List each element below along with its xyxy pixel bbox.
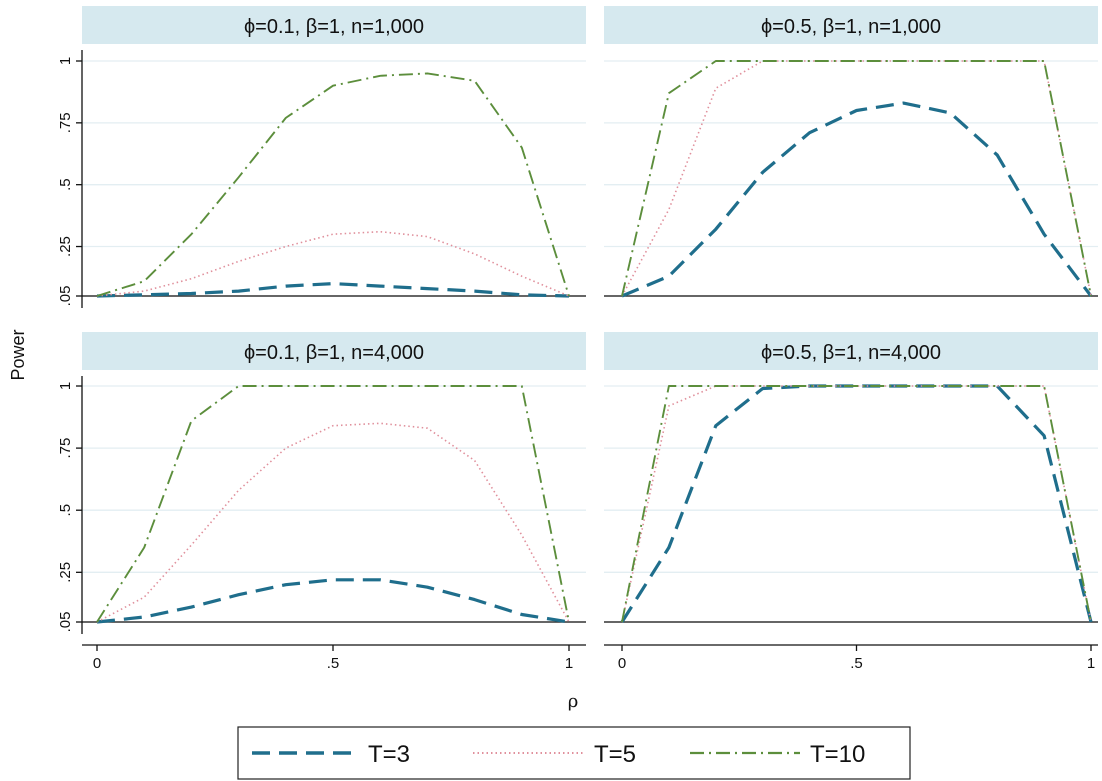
series-line-t5 <box>96 230 570 297</box>
y-tick-label: .25 <box>57 236 74 257</box>
panel-header <box>82 332 586 370</box>
y-tick-label: 1 <box>57 57 74 65</box>
legend: T=3 T=5 T=10 <box>237 726 911 780</box>
x-tick-label: 0 <box>618 655 626 672</box>
y-tick-label: .75 <box>57 112 74 133</box>
panel-title: ϕ=0.5, β=1, n=4,000 <box>761 342 941 364</box>
series-line-t5 <box>621 60 1092 297</box>
series-line-t10 <box>621 385 1092 623</box>
y-tick-label: .05 <box>57 612 74 633</box>
y-tick-label: .75 <box>57 438 74 459</box>
series-line-t10 <box>96 72 570 297</box>
series-line-t3 <box>620 384 1093 623</box>
legend-label: T=5 <box>594 741 636 768</box>
panel-title: ϕ=0.5, β=1, n=1,000 <box>761 16 941 38</box>
x-tick-label: 1 <box>1087 655 1095 672</box>
legend-label: T=10 <box>810 741 865 768</box>
panel-title: ϕ=0.1, β=1, n=4,000 <box>244 342 424 364</box>
x-tick-label: 0 <box>93 655 101 672</box>
panel-title: ϕ=0.1, β=1, n=1,000 <box>244 16 424 38</box>
panel-3: ϕ=0.1, β=1, n=4,000 .05 .25 .5 .75 1 0 .5 1 <box>57 332 586 672</box>
y-tick-label: .25 <box>57 562 74 583</box>
series-line-t10 <box>621 60 1092 297</box>
series-line-t5 <box>96 422 570 623</box>
panel-4: ϕ=0.5, β=1, n=4,000 0 .5 1 <box>604 332 1098 672</box>
y-tick-label: .5 <box>57 178 74 191</box>
x-tick-label: .5 <box>850 655 863 672</box>
series-line-t10 <box>96 385 570 623</box>
panel-header <box>604 332 1098 370</box>
panel-header <box>604 6 1098 44</box>
y-tick-label: .05 <box>57 286 74 307</box>
series-line-t3 <box>621 101 1093 298</box>
x-tick-label: .5 <box>327 655 340 672</box>
series-line-t3 <box>96 578 570 624</box>
panel-header <box>82 6 586 44</box>
x-tick-label: 1 <box>565 655 573 672</box>
legend-label: T=3 <box>368 741 410 768</box>
y-tick-label: 1 <box>57 382 74 390</box>
series-line-t3 <box>96 282 570 298</box>
y-axis-title: Power <box>8 329 28 380</box>
panel-2: ϕ=0.5, β=1, n=1,000 <box>604 6 1098 298</box>
y-tick-label: .5 <box>57 504 74 517</box>
panel-1: ϕ=0.1, β=1, n=1,000 .05 .25 .5 .75 1 <box>57 6 586 308</box>
series-line-t5 <box>621 385 1092 623</box>
x-axis-title: ρ <box>568 691 579 712</box>
